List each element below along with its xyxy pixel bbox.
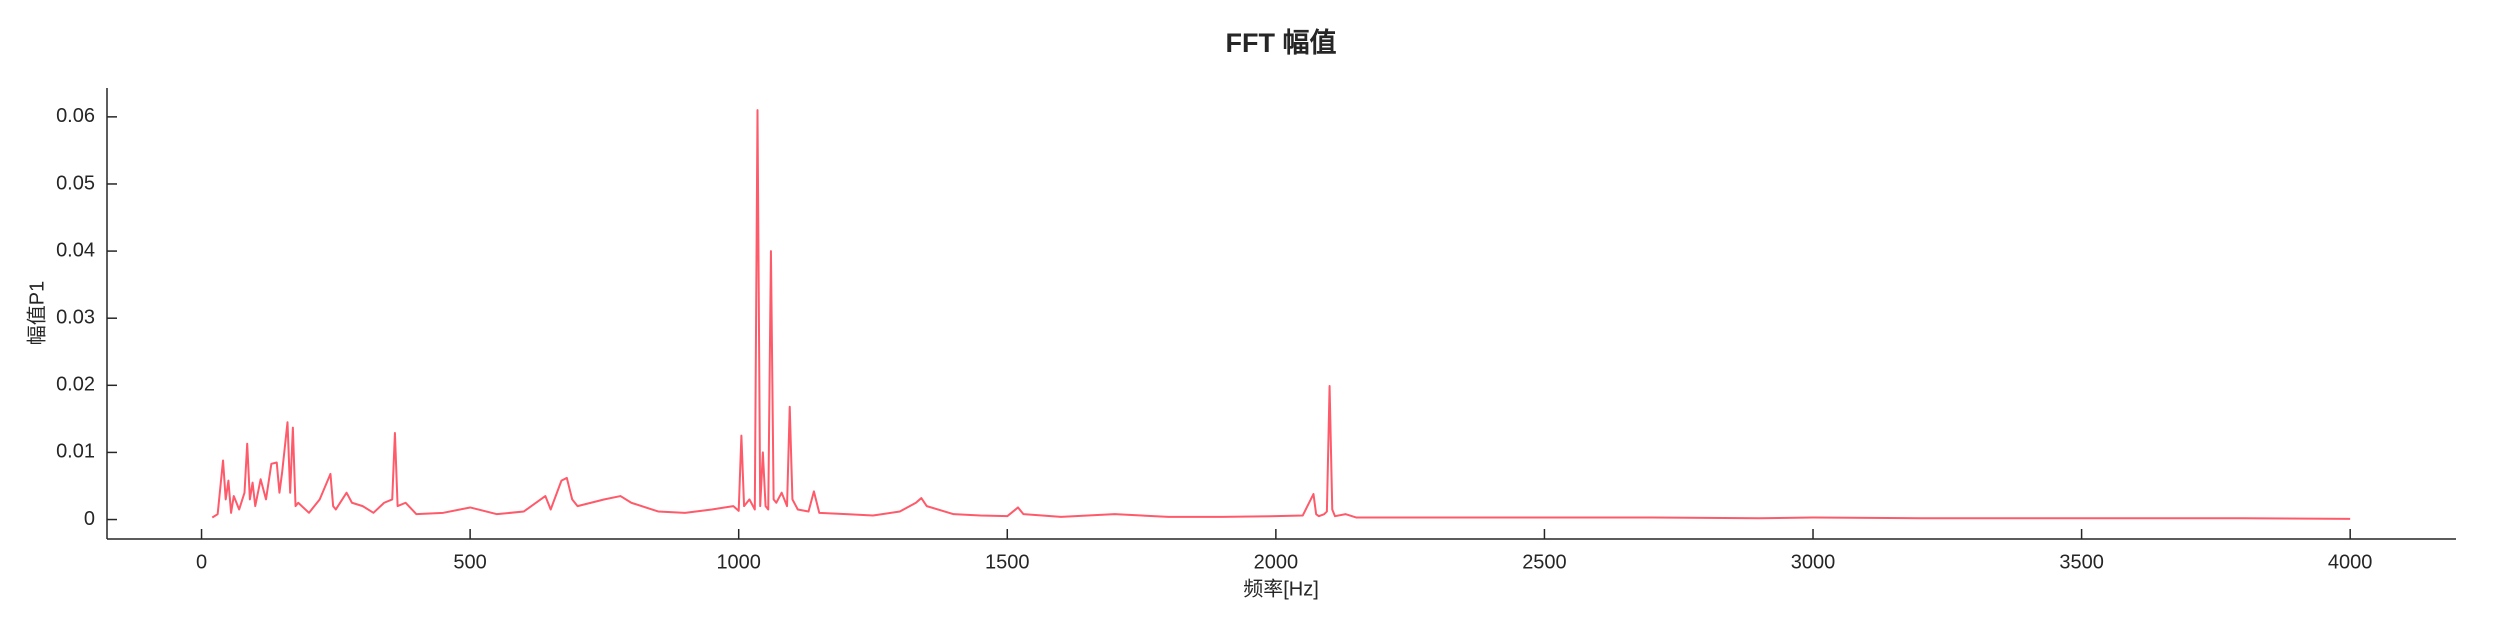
x-tick-label: 1500 bbox=[985, 551, 1030, 573]
line-series bbox=[211, 109, 2351, 520]
x-tick-label: 0 bbox=[196, 551, 207, 573]
y-tick-label: 0 bbox=[84, 508, 95, 530]
x-tick-label: 3500 bbox=[2059, 551, 2104, 573]
y-tick-label: 0.01 bbox=[56, 441, 95, 463]
x-tick-label: 4000 bbox=[2328, 551, 2373, 573]
y-axis-label: 幅值P1 bbox=[25, 281, 48, 345]
x-axis-label: 频率[Hz] bbox=[1243, 577, 1319, 600]
x-tick-label: 1000 bbox=[716, 551, 761, 573]
x-tick-label: 500 bbox=[453, 551, 486, 573]
x-tick-label: 3000 bbox=[1791, 551, 1836, 573]
y-tick-label: 0.05 bbox=[56, 172, 95, 194]
x-tick-label: 2000 bbox=[1254, 551, 1299, 573]
chart-title: FFT 幅值 bbox=[1226, 28, 1337, 58]
y-tick-label: 0.04 bbox=[56, 239, 95, 261]
y-tick-label: 0.03 bbox=[56, 306, 95, 328]
y-tick-label: 0.06 bbox=[56, 105, 95, 127]
x-tick-label: 2500 bbox=[1522, 551, 1567, 573]
y-tick-label: 0.02 bbox=[56, 374, 95, 396]
